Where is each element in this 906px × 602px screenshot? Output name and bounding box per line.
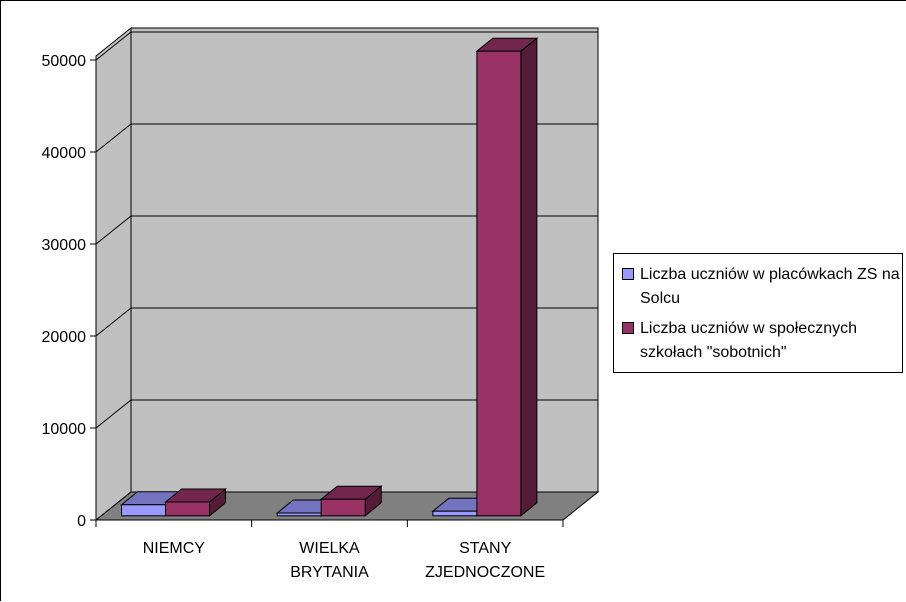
bar-front <box>320 498 366 517</box>
bar <box>319 485 383 517</box>
bar-front <box>121 504 167 517</box>
bar <box>475 37 539 517</box>
gridline-side <box>95 215 132 245</box>
legend-swatch-series-2 <box>622 322 634 334</box>
y-tick-label: 10000 <box>42 421 87 438</box>
bar <box>164 487 227 517</box>
y-tick-label: 0 <box>77 513 86 530</box>
x-tick-labels: NIEMCY WIELKA BRYTANIA STANY ZJEDNOCZONE <box>143 540 545 581</box>
y-tick-labels: 0 10000 20000 30000 40000 50000 <box>42 53 87 530</box>
bars <box>120 37 539 517</box>
y-tick-label: 30000 <box>42 237 87 254</box>
gridline-side <box>95 31 132 61</box>
legend-item-series-2: Liczba uczniów w społecznych szkołach "s… <box>622 317 900 365</box>
x-tick-label: WIELKA BRYTANIA <box>290 540 369 581</box>
gridline-side <box>95 307 132 337</box>
legend-item-series-1: Liczba uczniów w placówkach ZS na Solcu <box>622 263 900 311</box>
bar-side <box>520 37 538 517</box>
bar-front <box>476 50 522 517</box>
side-wall <box>95 26 132 522</box>
legend: Liczba uczniów w placówkach ZS na Solcu … <box>613 253 903 373</box>
legend-swatch-series-1 <box>622 268 634 280</box>
y-tick-label: 50000 <box>42 53 87 70</box>
x-tick-label: STANY ZJEDNOCZONE <box>425 540 545 581</box>
gridline-side <box>95 123 132 153</box>
bar-front <box>432 510 478 517</box>
bar-front <box>165 501 211 517</box>
bar-front <box>276 512 322 517</box>
x-tick-label: NIEMCY <box>143 540 206 557</box>
legend-label-series-1: Liczba uczniów w placówkach ZS na Solcu <box>640 266 900 307</box>
y-tick-label: 20000 <box>42 329 87 346</box>
axes <box>90 56 564 527</box>
legend-label-series-2: Liczba uczniów w społecznych szkołach "s… <box>640 320 857 361</box>
y-tick-label: 40000 <box>42 145 87 162</box>
gridline-side <box>95 399 132 429</box>
